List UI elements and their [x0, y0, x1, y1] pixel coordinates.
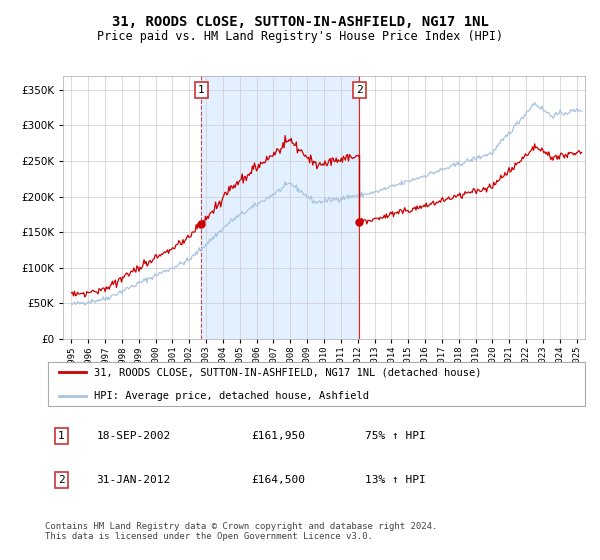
Bar — [202, 76, 359, 339]
FancyBboxPatch shape — [48, 362, 585, 407]
Text: 75% ↑ HPI: 75% ↑ HPI — [365, 431, 426, 441]
Text: 1: 1 — [198, 85, 205, 95]
Text: 31-JAN-2012: 31-JAN-2012 — [97, 475, 171, 485]
Text: £161,950: £161,950 — [251, 431, 305, 441]
Text: 13% ↑ HPI: 13% ↑ HPI — [365, 475, 426, 485]
Text: £164,500: £164,500 — [251, 475, 305, 485]
Text: 18-SEP-2002: 18-SEP-2002 — [97, 431, 171, 441]
Text: 2: 2 — [58, 475, 65, 485]
Text: Price paid vs. HM Land Registry's House Price Index (HPI): Price paid vs. HM Land Registry's House … — [97, 30, 503, 43]
Text: 31, ROODS CLOSE, SUTTON-IN-ASHFIELD, NG17 1NL: 31, ROODS CLOSE, SUTTON-IN-ASHFIELD, NG1… — [112, 15, 488, 29]
Text: HPI: Average price, detached house, Ashfield: HPI: Average price, detached house, Ashf… — [94, 391, 369, 401]
Text: 2: 2 — [356, 85, 362, 95]
Text: 31, ROODS CLOSE, SUTTON-IN-ASHFIELD, NG17 1NL (detached house): 31, ROODS CLOSE, SUTTON-IN-ASHFIELD, NG1… — [94, 367, 481, 377]
Text: Contains HM Land Registry data © Crown copyright and database right 2024.
This d: Contains HM Land Registry data © Crown c… — [45, 522, 437, 542]
Text: 1: 1 — [58, 431, 65, 441]
